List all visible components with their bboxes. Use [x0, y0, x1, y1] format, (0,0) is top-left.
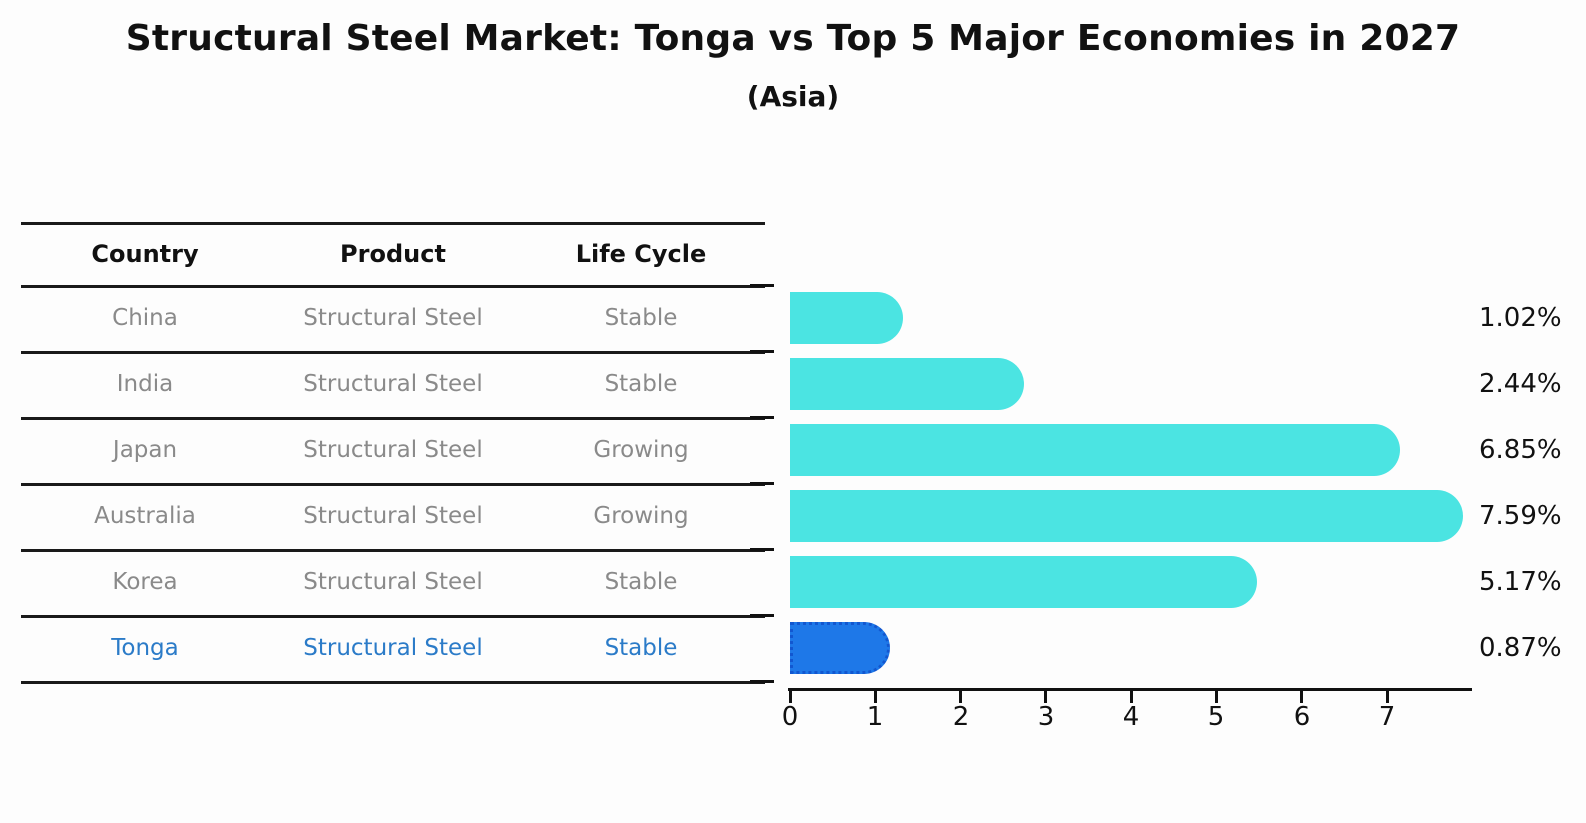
table-row-tonga: Tonga Structural Steel Stable: [21, 615, 765, 681]
x-tick-label: 3: [1037, 702, 1055, 732]
life-cycle-cell: Stable: [604, 635, 678, 661]
column-header-country: Country: [91, 239, 199, 268]
value-label-korea: 5.17%: [1479, 567, 1562, 597]
x-axis-tick: [1130, 691, 1133, 703]
country-cell: Japan: [112, 437, 178, 463]
table-divider: [21, 351, 765, 354]
y-axis-tick: [750, 482, 774, 485]
chart-subtitle: (Asia): [746, 80, 840, 113]
table-row: Korea Structural Steel Stable: [21, 549, 765, 615]
value-label-tonga: 0.87%: [1479, 633, 1562, 663]
table-divider: [21, 285, 765, 288]
y-axis-tick: [750, 284, 774, 287]
bar-japan: [790, 424, 1400, 476]
table-row: China Structural Steel Stable: [21, 285, 765, 351]
table-divider: [21, 417, 765, 420]
bar-korea: [790, 556, 1257, 608]
y-axis-tick: [750, 548, 774, 551]
y-axis-tick: [750, 350, 774, 353]
x-axis-tick: [1044, 691, 1047, 703]
value-label-india: 2.44%: [1479, 369, 1562, 399]
table-row: Australia Structural Steel Growing: [21, 483, 765, 549]
bar-tonga: [790, 622, 890, 674]
life-cycle-cell: Stable: [604, 569, 678, 595]
value-label-china: 1.02%: [1479, 303, 1562, 333]
product-cell: Structural Steel: [303, 371, 483, 397]
x-axis-tick: [959, 691, 962, 703]
life-cycle-cell: Stable: [604, 371, 678, 397]
country-cell: Tonga: [111, 635, 179, 661]
x-axis-tick: [874, 691, 877, 703]
life-cycle-cell: Growing: [593, 437, 689, 463]
table-row: India Structural Steel Stable: [21, 351, 765, 417]
table-divider: [21, 615, 765, 618]
table-divider: [21, 222, 765, 225]
x-axis-tick: [1215, 691, 1218, 703]
value-label-australia: 7.59%: [1479, 501, 1562, 531]
bar-china: [790, 292, 903, 344]
country-cell: Korea: [112, 569, 178, 595]
x-tick-label: 0: [781, 702, 799, 732]
country-cell: Australia: [94, 503, 196, 529]
table-header-row: Country Product Life Cycle: [21, 222, 765, 285]
x-axis-tick: [789, 691, 792, 703]
product-cell: Structural Steel: [303, 503, 483, 529]
country-cell: India: [116, 371, 174, 397]
y-axis-tick: [750, 416, 774, 419]
product-cell: Structural Steel: [303, 635, 483, 661]
x-tick-label: 4: [1122, 702, 1140, 732]
x-tick-label: 5: [1207, 702, 1225, 732]
life-cycle-cell: Growing: [593, 503, 689, 529]
bar-india: [790, 358, 1024, 410]
x-tick-label: 2: [952, 702, 970, 732]
x-tick-label: 7: [1378, 702, 1396, 732]
x-axis-tick: [1386, 691, 1389, 703]
country-cell: China: [112, 305, 178, 331]
table-divider: [21, 681, 765, 684]
x-axis-tick: [1300, 691, 1303, 703]
bar-australia: [790, 490, 1463, 542]
column-header-product: Product: [340, 239, 446, 268]
product-cell: Structural Steel: [303, 437, 483, 463]
value-label-japan: 6.85%: [1479, 435, 1562, 465]
x-tick-label: 1: [866, 702, 884, 732]
column-header-life-cycle: Life Cycle: [575, 239, 707, 268]
table-divider: [21, 483, 765, 486]
product-cell: Structural Steel: [303, 305, 483, 331]
x-axis-line: [788, 688, 1472, 691]
table-row: Japan Structural Steel Growing: [21, 417, 765, 483]
y-axis-tick: [750, 680, 774, 683]
table-divider: [21, 549, 765, 552]
life-cycle-cell: Stable: [604, 305, 678, 331]
chart-title: Structural Steel Market: Tonga vs Top 5 …: [125, 18, 1461, 59]
y-axis-tick: [750, 614, 774, 617]
product-cell: Structural Steel: [303, 569, 483, 595]
x-tick-label: 6: [1293, 702, 1311, 732]
